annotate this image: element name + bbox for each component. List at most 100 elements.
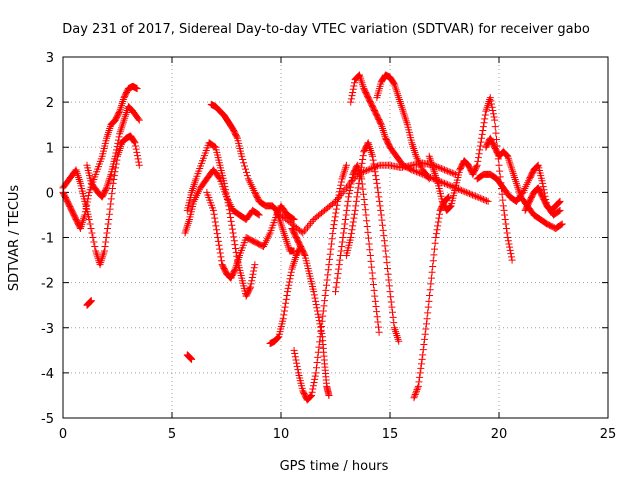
data-point: [441, 179, 448, 187]
data-point: [442, 166, 450, 174]
data-point: [385, 282, 393, 290]
data-point: [439, 165, 447, 173]
data-point: [328, 235, 336, 243]
data-point: [310, 379, 318, 387]
data-point: [188, 355, 196, 363]
data-point: [339, 171, 347, 179]
data-point: [436, 210, 444, 218]
data-point: [424, 174, 432, 182]
data-point: [345, 190, 353, 198]
data-point: [508, 166, 516, 174]
data-point: [87, 224, 95, 232]
data-point: [422, 320, 430, 328]
data-point: [429, 263, 437, 271]
data-point: [130, 138, 138, 146]
data-point: [313, 359, 321, 367]
data-point: [285, 281, 293, 289]
y-tick-label: 1: [46, 141, 54, 156]
data-point: [504, 237, 512, 245]
data-point: [308, 391, 316, 399]
data-point: [75, 175, 83, 183]
data-point: [445, 181, 453, 189]
data-point: [431, 239, 439, 247]
y-tick-label: -1: [41, 232, 54, 247]
data-point: [280, 230, 288, 238]
data-point: [135, 116, 143, 124]
data-point: [325, 391, 333, 399]
data-point: [121, 114, 129, 122]
data-point: [346, 186, 354, 194]
data-point: [112, 149, 120, 157]
series-arc-n: [347, 71, 492, 205]
data-point: [424, 309, 432, 317]
data-point: [277, 220, 285, 228]
data-point: [481, 115, 489, 123]
data-point: [411, 390, 419, 398]
data-point: [337, 181, 345, 189]
data-point: [382, 247, 390, 255]
data-point: [335, 265, 343, 273]
data-point: [81, 211, 89, 219]
data-point: [218, 257, 226, 265]
data-point: [379, 126, 387, 134]
data-point: [445, 168, 453, 176]
data-point: [414, 168, 422, 176]
data-point: [387, 298, 395, 306]
data-point: [395, 337, 403, 345]
data-point: [475, 150, 483, 158]
data-point: [293, 359, 301, 367]
data-point: [558, 220, 566, 228]
data-point: [360, 190, 368, 198]
data-point: [330, 199, 338, 207]
data-point: [428, 268, 436, 276]
data-point: [105, 176, 113, 184]
data-point: [291, 255, 299, 263]
data-point: [367, 148, 375, 156]
data-point: [214, 234, 222, 241]
data-point: [416, 369, 424, 377]
data-point: [388, 308, 396, 316]
data-point: [392, 86, 400, 94]
data-point: [313, 364, 321, 372]
data-point: [481, 111, 489, 119]
data-point: [250, 267, 258, 275]
data-point: [246, 284, 254, 292]
data-point: [350, 82, 358, 90]
data-point: [389, 313, 397, 321]
data-point: [290, 215, 298, 223]
data-point: [337, 247, 345, 255]
data-point: [483, 105, 491, 113]
data-point: [421, 335, 429, 343]
data-point: [508, 256, 516, 264]
data-point: [316, 338, 324, 346]
data-point: [189, 183, 197, 191]
data-point: [100, 247, 108, 255]
data-point: [425, 175, 433, 183]
data-point: [362, 211, 370, 219]
data-point: [395, 94, 403, 102]
data-point: [332, 209, 340, 217]
data-point: [133, 152, 141, 160]
data-point: [445, 193, 453, 201]
y-tick-label: 3: [46, 51, 54, 66]
series-arc-u: [482, 134, 566, 232]
data-point: [414, 382, 422, 390]
data-point: [283, 237, 291, 245]
data-point: [478, 134, 486, 142]
data-point: [423, 315, 431, 323]
data-point: [448, 183, 456, 191]
data-point: [101, 243, 109, 251]
data-point: [381, 242, 389, 250]
data-point: [447, 168, 455, 176]
y-axis-label: SDTVAR / TECUs: [7, 185, 22, 292]
data-point: [183, 223, 191, 231]
data-point: [434, 163, 442, 171]
data-point: [366, 246, 374, 254]
data-point: [373, 179, 381, 187]
data-point: [99, 253, 107, 261]
data-point: [373, 313, 381, 321]
data-point: [487, 97, 495, 105]
data-point: [427, 280, 435, 288]
data-point: [427, 274, 435, 282]
data-point: [397, 99, 405, 107]
